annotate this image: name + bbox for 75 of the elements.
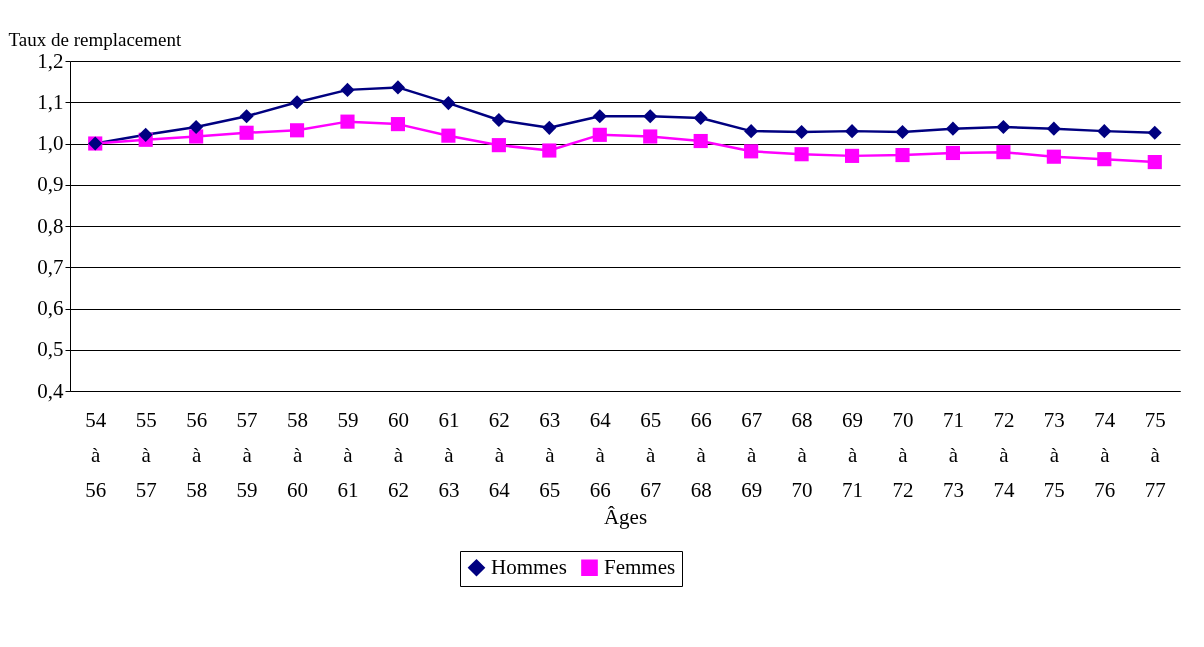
point [491, 138, 506, 153]
point [945, 145, 961, 161]
y-tick-label: 1,2 [37, 48, 64, 73]
point [340, 114, 355, 129]
x-tick-label: 61 à 63 [438, 407, 460, 502]
point [844, 124, 860, 139]
x-axis-title: Âges [603, 504, 648, 529]
y-tick-label: 0,7 [37, 254, 64, 279]
point [441, 128, 456, 143]
point [794, 147, 809, 162]
point [239, 109, 254, 124]
x-tick-label: 58 à 60 [287, 407, 309, 502]
point [491, 112, 506, 128]
point [289, 95, 305, 110]
point [138, 127, 153, 142]
point [239, 125, 254, 140]
x-tick-label: 64 à 66 [589, 407, 612, 502]
x-tick-label: 60 à 62 [387, 407, 409, 502]
point [542, 120, 557, 135]
point [895, 124, 910, 140]
point [592, 109, 607, 124]
legend-label: Hommes [491, 554, 567, 579]
point [1147, 125, 1162, 140]
point [643, 129, 658, 144]
point [592, 127, 607, 142]
point [693, 133, 708, 149]
x-tick-label: 75 à 77 [1144, 407, 1166, 502]
point [289, 123, 305, 138]
y-tick-label: 0,5 [37, 337, 64, 362]
x-tick-label: 62 à 64 [488, 407, 511, 502]
point [1147, 154, 1162, 170]
point [1097, 152, 1112, 167]
point [996, 145, 1011, 160]
y-tick-label: 1,0 [37, 131, 64, 155]
point [794, 124, 809, 140]
x-tick-label: 74 à 76 [1094, 407, 1116, 502]
point [945, 121, 961, 136]
point [643, 109, 658, 124]
x-tick-label: 72 à 74 [993, 407, 1015, 502]
y-tick-label: 1,1 [37, 89, 64, 114]
point [1097, 124, 1112, 139]
x-tick-label: 66 à 68 [690, 407, 712, 502]
point [390, 80, 406, 95]
x-tick-label: 73 à 75 [1043, 407, 1065, 502]
point [744, 124, 759, 139]
y-tick-label: 0,4 [37, 378, 64, 403]
point [744, 144, 759, 159]
y-tick-label: 0,6 [37, 296, 64, 320]
x-tick-label: 63 à 65 [539, 407, 561, 502]
point [1046, 121, 1061, 136]
point [441, 96, 456, 111]
y-tick-label: 0,8 [37, 213, 64, 238]
x-tick-label: 54 à 56 [85, 407, 107, 502]
x-tick-label: 67 à 69 [741, 407, 763, 502]
x-tick-label: 56 à 58 [186, 407, 208, 502]
x-tick-label: 69 à 71 [842, 407, 864, 502]
point [693, 110, 708, 125]
legend-label: Femmes [604, 554, 676, 579]
point [340, 82, 355, 97]
y-axis-title: Taux de remplacement [8, 28, 182, 50]
point [1046, 149, 1061, 164]
x-tick-label: 57 à 59 [236, 407, 258, 502]
x-tick-label: 71 à 73 [942, 407, 964, 502]
point [390, 117, 406, 132]
x-tick-label: 70 à 72 [892, 407, 914, 502]
point [189, 119, 204, 135]
point [996, 119, 1011, 135]
x-tick-label: 68 à 70 [791, 407, 813, 502]
y-tick-label: 0,9 [37, 172, 64, 197]
x-tick-label: 65 à 67 [640, 407, 662, 502]
x-tick-label: 55 à 57 [135, 407, 157, 502]
point [895, 147, 910, 163]
point [542, 143, 557, 158]
point [844, 148, 860, 163]
x-tick-label: 59 à 61 [337, 407, 359, 502]
